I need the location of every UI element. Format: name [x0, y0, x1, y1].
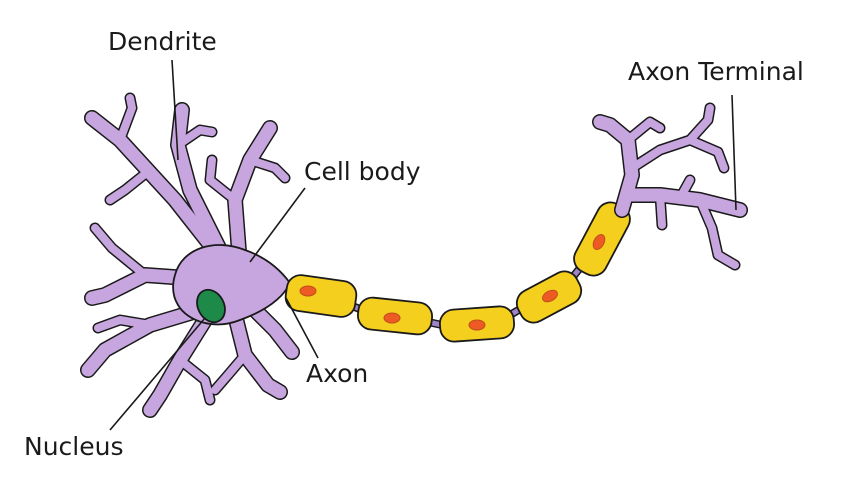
- dendrites: [80, 92, 300, 418]
- myelin-sheath: [284, 274, 358, 318]
- label-axon: Axon: [306, 359, 368, 388]
- label-nucleus: Nucleus: [24, 432, 124, 461]
- cell-body: [172, 244, 292, 326]
- axon-terminal: [592, 102, 748, 271]
- schwann-nucleus: [383, 312, 401, 324]
- axon-leader: [285, 297, 319, 359]
- schwann-nucleus: [468, 319, 486, 331]
- schwann-nucleus: [299, 285, 317, 297]
- myelin-sheaths: [284, 201, 631, 343]
- axon-terminal-leader: [731, 94, 737, 211]
- schwann-nucleus: [592, 234, 606, 250]
- label-axon-terminal: Axon Terminal: [628, 57, 804, 86]
- label-dendrite: Dendrite: [108, 27, 217, 56]
- dendrite-leader: [171, 59, 179, 161]
- nucleus: [196, 288, 226, 324]
- label-cell-body: Cell body: [304, 157, 421, 186]
- cell-body-leader: [249, 187, 306, 263]
- leader-lines: [109, 59, 737, 431]
- schwann-nucleus: [542, 289, 558, 303]
- nucleus-leader: [109, 317, 206, 431]
